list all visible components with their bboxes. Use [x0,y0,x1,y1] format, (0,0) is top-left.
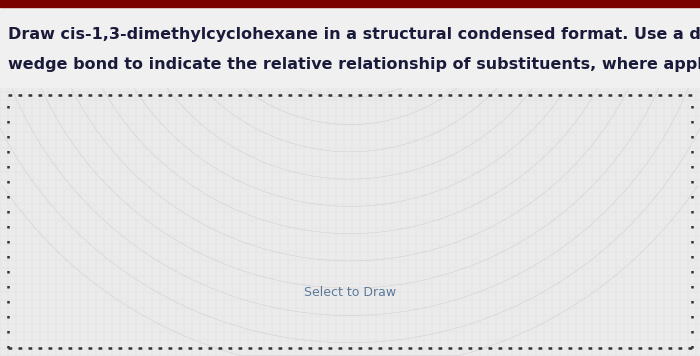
Text: Select to Draw: Select to Draw [304,286,396,299]
Text: Draw cis-1,3-dimethylcyclohexane in a structural condensed format. Use a dash or: Draw cis-1,3-dimethylcyclohexane in a st… [8,27,700,42]
Bar [0,0,700,7]
Bar [0,87,700,356]
Bar [0,7,700,87]
Text: wedge bond to indicate the relative relationship of substituents, where applicab: wedge bond to indicate the relative rela… [8,57,700,72]
